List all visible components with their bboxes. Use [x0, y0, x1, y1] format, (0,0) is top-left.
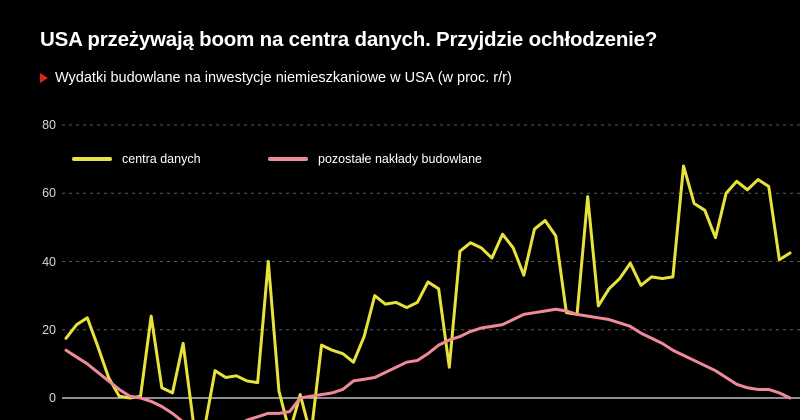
legend-swatch-centra-danych [72, 157, 112, 161]
page-title: USA przeżywają boom na centra danych. Pr… [40, 28, 658, 51]
legend-swatch-pozostale-naklady [268, 157, 308, 161]
legend-item-centra-danych: centra danych [72, 152, 201, 166]
legend-label-pozostale-naklady: pozostałe nakłady budowlane [318, 152, 483, 166]
legend-item-pozostale-naklady: pozostałe nakłady budowlane [268, 152, 482, 166]
y-axis-tick-label: 60 [42, 186, 56, 201]
series-line [64, 164, 792, 420]
y-axis-ticks: 0 20 40 60 80 [0, 0, 56, 420]
y-axis-tick-label: 20 [42, 322, 56, 337]
chart-subtitle-row: Wydatki budowlane na inwestycje niemiesz… [40, 70, 512, 86]
chart-subtitle: Wydatki budowlane na inwestycje niemiesz… [55, 70, 512, 86]
red-triangle-icon [40, 73, 48, 83]
y-axis-tick-label: 40 [42, 254, 56, 269]
series-line [64, 307, 792, 420]
y-axis-tick-label: 80 [42, 118, 56, 132]
legend-label-centra-danych: centra danych [122, 152, 201, 166]
y-axis-tick-label: 0 [49, 391, 56, 405]
